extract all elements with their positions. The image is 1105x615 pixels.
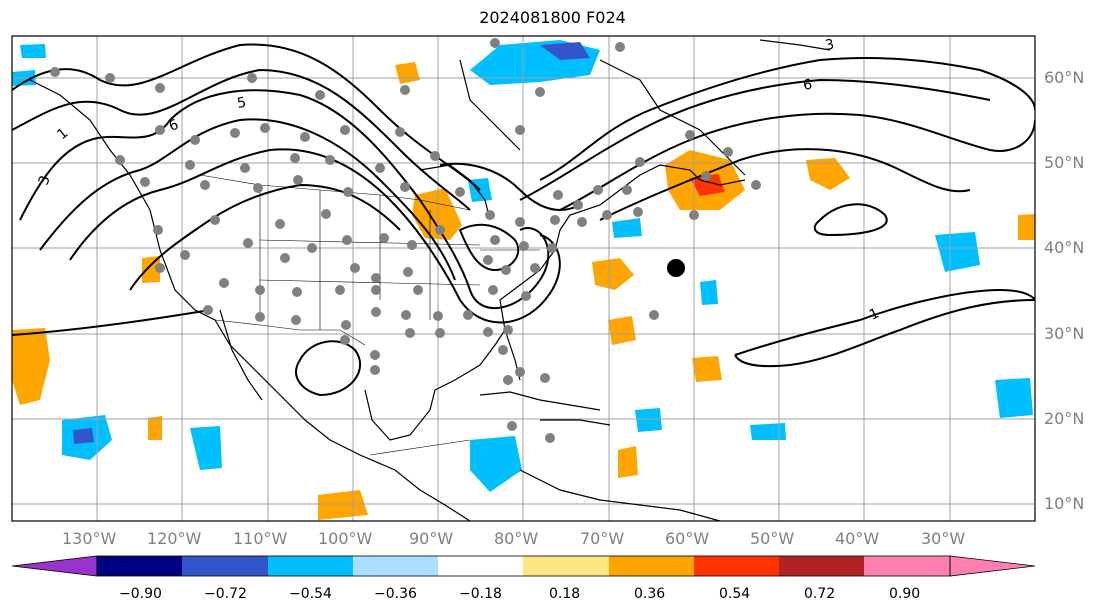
colorbar-bin	[268, 556, 353, 576]
coastlines	[29, 39, 831, 521]
colorbar-bin	[182, 556, 268, 576]
anomaly-patch-negative	[750, 423, 786, 440]
lon-label: 30°W	[921, 529, 966, 548]
colorbar-tick-label: 0.18	[549, 586, 581, 602]
anomaly-patch-negative	[935, 232, 980, 272]
anomaly-patch-negative	[700, 280, 718, 305]
lon-label: 120°W	[147, 529, 202, 548]
anomaly-patch-positive	[692, 356, 722, 382]
colorbar-bin	[609, 556, 694, 576]
anomaly-patch-positive	[608, 316, 636, 345]
lon-label: 40°W	[835, 529, 880, 548]
colorbar-tick-label: 0.36	[634, 586, 666, 602]
anomaly-patch-positive	[142, 256, 160, 283]
colorbar-tick-label: 0.72	[804, 586, 836, 602]
anomaly-patch-negative	[612, 218, 642, 238]
colorbar-bin	[694, 556, 779, 576]
lon-label: 130°W	[62, 529, 117, 548]
contour-label: 3	[824, 37, 836, 54]
lon-label: 80°W	[494, 529, 539, 548]
contour-label: 5	[236, 95, 248, 112]
colorbar-bin	[779, 556, 864, 576]
colorbar-extend-low	[11, 555, 98, 577]
anomaly-patch-negative	[995, 378, 1033, 418]
colorbar-tick-label: −0.90	[119, 586, 162, 602]
target-location-marker	[667, 259, 685, 277]
colorbar-extend-high	[949, 555, 1036, 577]
anomaly-patch-negative	[20, 44, 46, 58]
colorbar-tick-label: −0.36	[374, 586, 417, 602]
colorbar-tick-label: −0.54	[289, 586, 332, 602]
anomaly-patch-positive	[12, 328, 50, 405]
anomaly-patch-positive	[318, 490, 368, 520]
lon-label: 100°W	[318, 529, 373, 548]
colorbar-tick-label: 0.54	[719, 586, 751, 602]
colorbar	[11, 555, 1036, 577]
lat-label: 30°N	[1044, 324, 1085, 343]
lat-label: 10°N	[1044, 494, 1085, 513]
colorbar-bin	[523, 556, 609, 576]
lat-label: 20°N	[1044, 409, 1085, 428]
lon-label: 60°W	[665, 529, 710, 548]
lon-label: 50°W	[750, 529, 795, 548]
anomaly-patch-negative	[470, 436, 522, 492]
anomaly-patch-negative	[635, 408, 662, 432]
station-markers	[50, 38, 761, 443]
colorbar-tick-label: −0.72	[204, 586, 247, 602]
colorbar-tick-label: 0.90	[889, 586, 921, 602]
anomaly-patch-strong-negative	[73, 428, 94, 444]
colorbar-bin	[353, 556, 438, 576]
colorbar-bin	[97, 556, 182, 576]
graticule	[12, 36, 1035, 521]
map-title: 2024081800 F024	[479, 8, 626, 27]
lat-label: 60°N	[1044, 68, 1085, 87]
lat-label: 40°N	[1044, 238, 1085, 257]
anomaly-patch-positive	[148, 416, 162, 440]
lon-label: 110°W	[233, 529, 288, 548]
anomaly-patch-negative	[190, 426, 222, 470]
colorbar-bin	[438, 556, 523, 576]
anomaly-patch-positive	[806, 158, 850, 190]
anomaly-patch-strong-negative	[540, 42, 590, 60]
anomaly-patch-positive	[592, 258, 634, 290]
contour-label: 6	[802, 77, 814, 94]
lon-label: 90°W	[409, 529, 454, 548]
anomaly-patch-positive	[1018, 214, 1035, 240]
colorbar-tick-label: −0.18	[459, 586, 502, 602]
anomaly-patch-positive	[618, 446, 638, 478]
lon-label: 70°W	[580, 529, 625, 548]
map-border	[11, 35, 1036, 522]
lat-label: 50°N	[1044, 153, 1085, 172]
colorbar-bin	[864, 556, 950, 576]
